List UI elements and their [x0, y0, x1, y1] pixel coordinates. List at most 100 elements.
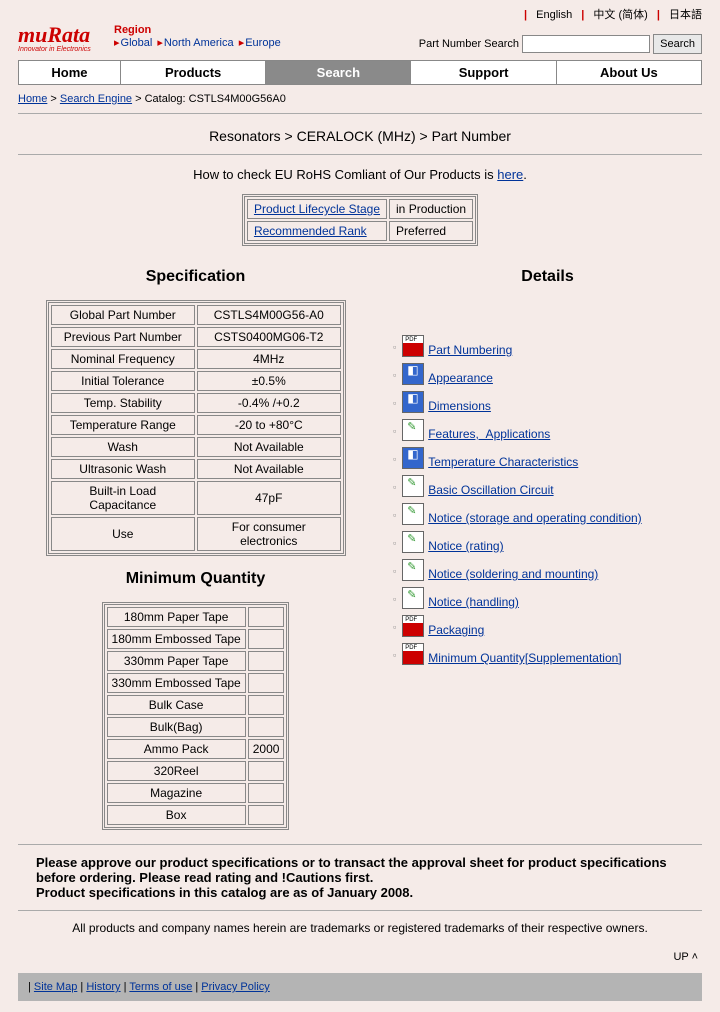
- region-global[interactable]: Global: [121, 37, 153, 49]
- spec-label: Initial Tolerance: [51, 371, 196, 391]
- detail-item: ▫ Notice (soldering and mounting): [393, 556, 702, 584]
- footer-privacy[interactable]: Privacy Policy: [201, 981, 269, 993]
- qty-table: 180mm Paper Tape180mm Embossed Tape330mm…: [102, 602, 290, 830]
- category-breadcrumb: Resonators > CERALOCK (MHz) > Part Numbe…: [18, 118, 702, 155]
- breadcrumb: Home > Search Engine > Catalog: CSTLS4M0…: [0, 85, 720, 109]
- qty-value: [248, 607, 285, 627]
- lifecycle-stage-link[interactable]: Product Lifecycle Stage: [254, 202, 380, 216]
- spec-table: Global Part NumberCSTLS4M00G56-A0Previou…: [46, 300, 346, 556]
- header: muRata Innovator in Electronics Region ▸…: [0, 24, 720, 60]
- detail-link[interactable]: Notice (rating): [428, 539, 503, 553]
- trademark-notice: All products and company names herein ar…: [18, 910, 702, 945]
- crumb-current: > Catalog: CSTLS4M00G56A0: [135, 93, 286, 105]
- dim-icon: [402, 447, 424, 469]
- detail-link[interactable]: Notice (soldering and mounting): [428, 567, 598, 581]
- logo[interactable]: muRata Innovator in Electronics: [18, 24, 106, 53]
- recommended-rank-link[interactable]: Recommended Rank: [254, 224, 367, 238]
- up-link[interactable]: UP ˄: [0, 945, 720, 969]
- lifecycle-table: Product Lifecycle Stage in Production Re…: [242, 194, 478, 246]
- qty-label: 330mm Embossed Tape: [107, 673, 246, 693]
- spec-value: ±0.5%: [197, 371, 340, 391]
- doc-icon: [402, 419, 424, 441]
- spec-value: CSTLS4M00G56-A0: [197, 305, 340, 325]
- spec-label: Use: [51, 517, 196, 551]
- qty-value: [248, 805, 285, 825]
- lifecycle-stage-value: in Production: [389, 199, 473, 219]
- region-selector: Region ▸Global ▸North America ▸Europe: [114, 24, 283, 49]
- footer-sitemap[interactable]: Site Map: [34, 981, 77, 993]
- detail-item: ▫ Temperature Characteristics: [393, 444, 702, 472]
- spec-value: -20 to +80°C: [197, 415, 340, 435]
- spec-label: Nominal Frequency: [51, 349, 196, 369]
- spec-value: CSTS0400MG06-T2: [197, 327, 340, 347]
- footer-terms[interactable]: Terms of use: [129, 981, 192, 993]
- detail-link[interactable]: Dimensions: [428, 399, 491, 413]
- spec-label: Previous Part Number: [51, 327, 196, 347]
- spec-label: Wash: [51, 437, 196, 457]
- spec-label: Global Part Number: [51, 305, 196, 325]
- nav-support[interactable]: Support: [411, 61, 556, 84]
- qty-label: Bulk(Bag): [107, 717, 246, 737]
- region-label: Region: [114, 24, 283, 36]
- detail-link[interactable]: Part Numbering: [428, 343, 512, 357]
- lang-japanese[interactable]: 日本語: [669, 9, 702, 21]
- qty-value: [248, 695, 285, 715]
- rohs-link[interactable]: here: [497, 167, 523, 182]
- nav-search[interactable]: Search: [266, 61, 411, 84]
- region-na[interactable]: North America: [164, 37, 234, 49]
- qty-value: [248, 761, 285, 781]
- doc-icon: [402, 475, 424, 497]
- detail-item: ▫ Notice (handling): [393, 584, 702, 612]
- qty-label: Magazine: [107, 783, 246, 803]
- spec-label: Temperature Range: [51, 415, 196, 435]
- detail-link[interactable]: Packaging: [428, 623, 484, 637]
- detail-item: ▫ Minimum Quantity[Supplementation]: [393, 640, 702, 668]
- search-input[interactable]: [522, 35, 650, 53]
- spec-value: Not Available: [197, 459, 340, 479]
- qty-label: 320Reel: [107, 761, 246, 781]
- details-heading: Details: [393, 268, 702, 286]
- detail-item: ▫ Part Numbering: [393, 332, 702, 360]
- spec-value: Not Available: [197, 437, 340, 457]
- doc-icon: [402, 503, 424, 525]
- qty-value: [248, 673, 285, 693]
- nav-products[interactable]: Products: [121, 61, 266, 84]
- pdf-icon: [402, 335, 424, 357]
- nav-about[interactable]: About Us: [557, 61, 701, 84]
- lang-chinese[interactable]: 中文 (简体): [593, 9, 647, 21]
- qty-label: Ammo Pack: [107, 739, 246, 759]
- spec-label: Built-in Load Capacitance: [51, 481, 196, 515]
- detail-link[interactable]: Minimum Quantity[Supplementation]: [428, 651, 621, 665]
- main-nav: Home Products Search Support About Us: [18, 60, 702, 85]
- lang-english[interactable]: English: [536, 9, 572, 21]
- crumb-home[interactable]: Home: [18, 93, 47, 105]
- detail-link[interactable]: Temperature Characteristics: [428, 455, 578, 469]
- nav-home[interactable]: Home: [19, 61, 121, 84]
- qty-label: 330mm Paper Tape: [107, 651, 246, 671]
- detail-link[interactable]: Notice (handling): [428, 595, 519, 609]
- crumb-engine[interactable]: Search Engine: [60, 93, 132, 105]
- search-label: Part Number Search: [419, 38, 519, 50]
- detail-item: ▫ Dimensions: [393, 388, 702, 416]
- footer-history[interactable]: History: [86, 981, 120, 993]
- approval-notice: Please approve our product specification…: [18, 844, 702, 910]
- part-search: Part Number Search Search: [419, 24, 702, 54]
- qty-value: [248, 783, 285, 803]
- doc-icon: [402, 559, 424, 581]
- search-button[interactable]: Search: [653, 34, 702, 54]
- detail-link[interactable]: Basic Oscillation Circuit: [428, 483, 553, 497]
- dim-icon: [402, 363, 424, 385]
- spec-value: 47pF: [197, 481, 340, 515]
- recommended-rank-value: Preferred: [389, 221, 473, 241]
- qty-value: [248, 629, 285, 649]
- detail-link[interactable]: Features, Applications: [428, 427, 550, 441]
- detail-item: ▫ Basic Oscillation Circuit: [393, 472, 702, 500]
- detail-item: ▫ Notice (storage and operating conditio…: [393, 500, 702, 528]
- detail-link[interactable]: Notice (storage and operating condition): [428, 511, 641, 525]
- rohs-notice: How to check EU RoHS Comliant of Our Pro…: [0, 155, 720, 194]
- region-eu[interactable]: Europe: [245, 37, 280, 49]
- spec-value: For consumer electronics: [197, 517, 340, 551]
- qty-heading: Minimum Quantity: [18, 570, 373, 588]
- detail-link[interactable]: Appearance: [428, 371, 493, 385]
- qty-label: 180mm Embossed Tape: [107, 629, 246, 649]
